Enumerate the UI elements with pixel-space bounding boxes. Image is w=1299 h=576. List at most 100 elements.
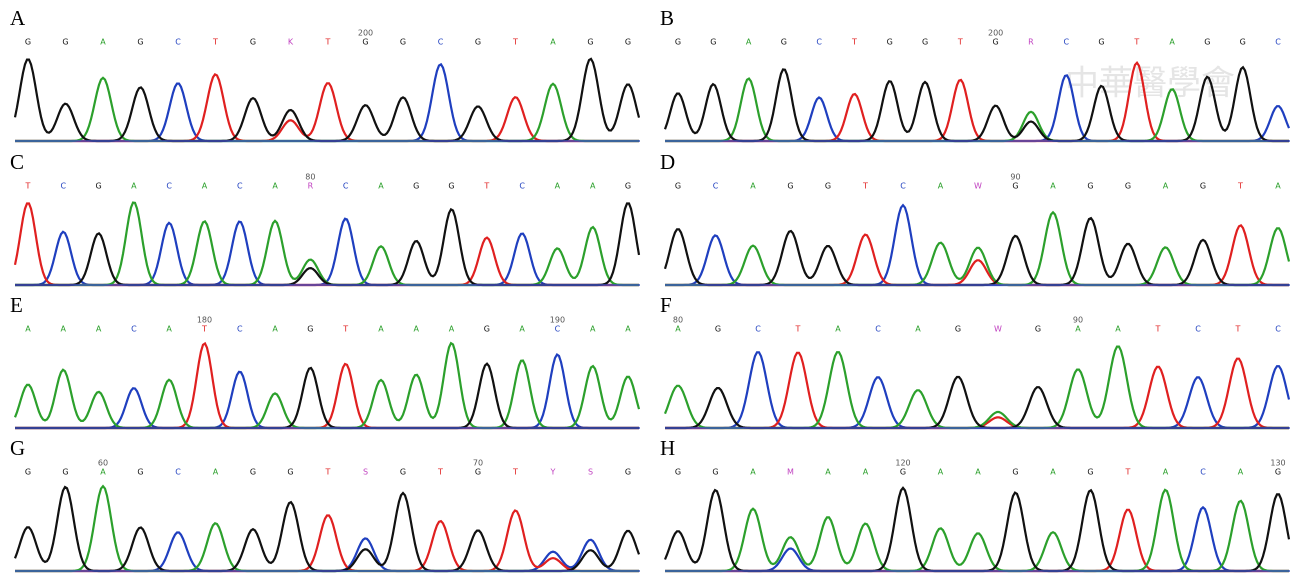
- position-number: 130: [1270, 459, 1285, 468]
- base-call: R: [308, 182, 314, 191]
- base-call: A: [590, 182, 596, 191]
- base-call: G: [1204, 38, 1210, 47]
- base-call: Y: [550, 468, 556, 477]
- base-call: G: [62, 38, 68, 47]
- base-call: C: [875, 325, 881, 334]
- base-call: C: [343, 182, 349, 191]
- base-call: A: [61, 325, 67, 334]
- position-number: 120: [895, 459, 910, 468]
- base-call: G: [675, 182, 681, 191]
- base-call: A: [449, 325, 455, 334]
- base-call: C: [1195, 325, 1201, 334]
- base-call: A: [938, 182, 944, 191]
- base-call: G: [137, 468, 143, 477]
- base-call: G: [900, 468, 906, 477]
- base-call: G: [1012, 468, 1018, 477]
- base-call: A: [519, 325, 525, 334]
- base-call: A: [750, 468, 756, 477]
- trace-G: [663, 65, 1289, 143]
- base-call: S: [588, 468, 593, 477]
- base-call: A: [746, 38, 752, 47]
- base-call: T: [325, 468, 331, 477]
- base-call: A: [550, 38, 556, 47]
- base-call: C: [1200, 468, 1206, 477]
- base-call: A: [590, 325, 596, 334]
- base-call: G: [250, 468, 256, 477]
- base-call: C: [237, 325, 243, 334]
- base-call: C: [1275, 325, 1281, 334]
- base-call: A: [825, 468, 831, 477]
- base-call: G: [287, 468, 293, 477]
- base-call: A: [1169, 38, 1175, 47]
- base-call: C: [237, 182, 243, 191]
- base-call: G: [781, 38, 787, 47]
- base-call: A: [1075, 325, 1081, 334]
- base-call: G: [1240, 38, 1246, 47]
- base-call: A: [1050, 182, 1056, 191]
- panel-label: A: [10, 6, 26, 30]
- position-number: 80: [305, 173, 315, 182]
- base-call: A: [555, 182, 561, 191]
- base-call: G: [62, 468, 68, 477]
- base-call: C: [713, 182, 719, 191]
- base-call: A: [1115, 325, 1121, 334]
- base-call: A: [25, 325, 31, 334]
- base-call: G: [625, 182, 631, 191]
- base-call: A: [131, 182, 137, 191]
- base-call: T: [1235, 325, 1241, 334]
- base-call: A: [1050, 468, 1056, 477]
- base-call: C: [519, 182, 525, 191]
- position-number: 190: [550, 316, 565, 325]
- base-call: T: [512, 468, 518, 477]
- base-call: A: [166, 325, 172, 334]
- base-call: C: [900, 182, 906, 191]
- position-number: 200: [358, 29, 373, 38]
- base-call: G: [400, 468, 406, 477]
- base-call: A: [1238, 468, 1244, 477]
- base-call: T: [851, 38, 857, 47]
- base-call: G: [1087, 182, 1093, 191]
- base-call: G: [484, 325, 490, 334]
- base-call: T: [957, 38, 963, 47]
- base-call: A: [378, 325, 384, 334]
- base-call: A: [272, 325, 278, 334]
- panel-label: H: [660, 436, 675, 460]
- base-call: A: [938, 468, 944, 477]
- base-call: A: [100, 468, 106, 477]
- base-call: G: [1012, 182, 1018, 191]
- position-number: 90: [1073, 316, 1083, 325]
- base-call: C: [438, 38, 444, 47]
- base-call: G: [922, 38, 928, 47]
- panel-label: B: [660, 6, 674, 30]
- base-call: G: [825, 182, 831, 191]
- base-call: G: [475, 468, 481, 477]
- base-call: A: [750, 182, 756, 191]
- base-call: G: [1275, 468, 1281, 477]
- base-call: C: [816, 38, 822, 47]
- base-call: G: [1087, 468, 1093, 477]
- trace-A: [665, 210, 1291, 287]
- base-call: A: [1163, 468, 1169, 477]
- base-call: K: [288, 38, 294, 47]
- base-call: T: [795, 325, 801, 334]
- panel-label: G: [10, 436, 25, 460]
- base-call: A: [1163, 182, 1169, 191]
- base-call: A: [378, 182, 384, 191]
- base-call: A: [213, 468, 219, 477]
- base-call: G: [1125, 182, 1131, 191]
- base-call: A: [413, 325, 419, 334]
- base-call: C: [755, 325, 761, 334]
- base-call: M: [787, 468, 794, 477]
- base-call: W: [974, 182, 982, 191]
- panel-label: E: [10, 293, 23, 317]
- base-call: T: [325, 38, 331, 47]
- base-call: C: [60, 182, 66, 191]
- base-call: A: [863, 468, 869, 477]
- base-call: T: [437, 468, 443, 477]
- base-call: G: [475, 38, 481, 47]
- base-call: A: [975, 468, 981, 477]
- base-call: C: [166, 182, 172, 191]
- base-call: G: [250, 38, 256, 47]
- base-call: G: [625, 38, 631, 47]
- base-call: G: [400, 38, 406, 47]
